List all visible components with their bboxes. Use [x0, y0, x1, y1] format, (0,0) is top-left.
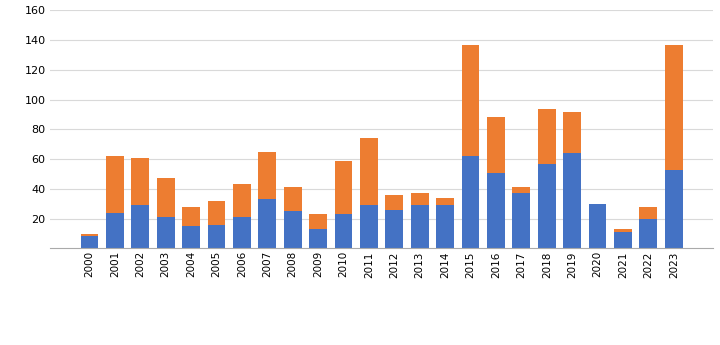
Bar	[157, 217, 174, 248]
Bar	[284, 187, 302, 211]
Bar	[538, 164, 556, 248]
Bar	[360, 205, 378, 248]
Bar	[335, 161, 352, 214]
Bar	[563, 111, 581, 153]
Bar	[614, 229, 632, 232]
Bar	[309, 229, 327, 248]
Bar	[131, 205, 149, 248]
Bar	[462, 45, 480, 156]
Bar	[436, 205, 454, 248]
Bar	[258, 152, 276, 199]
Bar	[462, 156, 480, 248]
Bar	[106, 156, 124, 213]
Bar	[513, 187, 530, 193]
Bar	[81, 237, 99, 248]
Bar	[487, 117, 505, 172]
Bar	[335, 214, 352, 248]
Bar	[411, 205, 428, 248]
Bar	[131, 158, 149, 205]
Bar	[385, 210, 403, 248]
Bar	[589, 204, 606, 248]
Bar	[436, 198, 454, 205]
Bar	[385, 195, 403, 210]
Bar	[639, 207, 657, 219]
Bar	[614, 232, 632, 248]
Bar	[563, 153, 581, 248]
Bar	[538, 109, 556, 164]
Bar	[233, 217, 251, 248]
Bar	[309, 214, 327, 229]
Bar	[284, 211, 302, 248]
Bar	[106, 213, 124, 248]
Bar	[665, 169, 683, 248]
Bar	[207, 201, 225, 225]
Bar	[258, 199, 276, 248]
Bar	[81, 234, 99, 237]
Bar	[360, 138, 378, 205]
Bar	[513, 193, 530, 248]
Bar	[207, 225, 225, 248]
Bar	[639, 219, 657, 248]
Bar	[411, 193, 428, 205]
Bar	[233, 185, 251, 217]
Bar	[487, 172, 505, 248]
Bar	[182, 226, 200, 248]
Bar	[665, 45, 683, 169]
Bar	[157, 178, 174, 217]
Bar	[182, 207, 200, 226]
